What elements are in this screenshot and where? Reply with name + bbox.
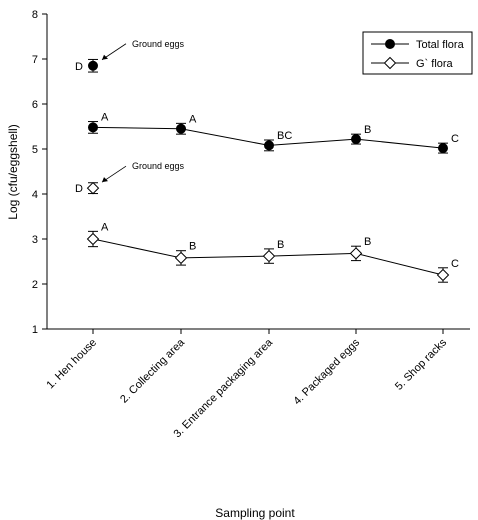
plot-area: 1 2 3 4 5 6 7 8 1. Hen house 2. Collecting area3.… [32,9,473,440]
total-flora-point [351,134,361,145]
total-flora-point [264,140,274,151]
total-flora-significance-label: BC [277,130,292,142]
total-flora-point [438,143,448,154]
total-flora-ground-eggs-annotation: Ground eggs [132,39,185,49]
total-flora-ground-eggs-arrowhead [102,54,108,60]
g-flora-point [349,247,363,260]
legend-g-flora-point [383,56,397,70]
g-flora-ground-eggs-point [86,181,100,195]
x-tick-label: 1. Hen house [44,337,99,392]
y-tick-label: 2 [32,279,38,291]
y-tick-label: 4 [32,189,38,201]
total-flora-ground-eggs-point [88,60,98,71]
g-flora-point [436,268,450,282]
g-flora-significance-label: B [277,239,284,251]
x-axis-label: Sampling point [215,506,295,520]
g-flora-significance-label: C [451,258,459,270]
total-flora-point [176,123,186,134]
total-flora-significance-label: C [451,133,459,145]
x-tick-label: 2. Collecting area [118,336,188,406]
x-tick-label: 4. Packaged eggs [291,336,362,407]
x-tick-label: 3. Entrance packaging area [171,336,275,440]
y-tick-label: 5 [32,144,38,156]
y-tick-label: 7 [32,54,38,66]
g-flora-significance-label: B [364,236,371,248]
g-flora-point [174,251,188,265]
y-tick-label: 1 [32,324,38,336]
g-flora-significance-label: B [189,241,196,253]
g-flora-ground-eggs-arrowhead [102,177,108,183]
total-flora-significance-label: A [189,113,197,125]
g-flora-significance-label: A [101,221,109,233]
y-tick-label: 3 [32,234,38,246]
total-flora-point [88,122,98,133]
total-flora-significance-label: B [364,124,371,136]
y-axis-label: Log (cfu/eggshell) [6,124,20,219]
total-flora-significance-label: A [101,112,109,124]
g-flora-point [86,232,100,246]
y-tick-label: 8 [32,9,38,21]
y-tick-label: 6 [32,99,38,111]
legend-g-flora-label: G` flora [416,58,454,70]
g-flora-ground-eggs-annotation: Ground eggs [132,161,185,171]
x-tick-label: 5. Shop racks [393,336,449,392]
g-flora-point [262,249,276,263]
legend-total-flora-point [385,39,395,49]
legend-box [362,31,473,75]
g-flora-ground-eggs-significance-label: D [75,183,83,195]
total-flora-ground-eggs-significance-label: D [75,61,83,73]
legend-total-flora-label: Total flora [416,39,465,51]
